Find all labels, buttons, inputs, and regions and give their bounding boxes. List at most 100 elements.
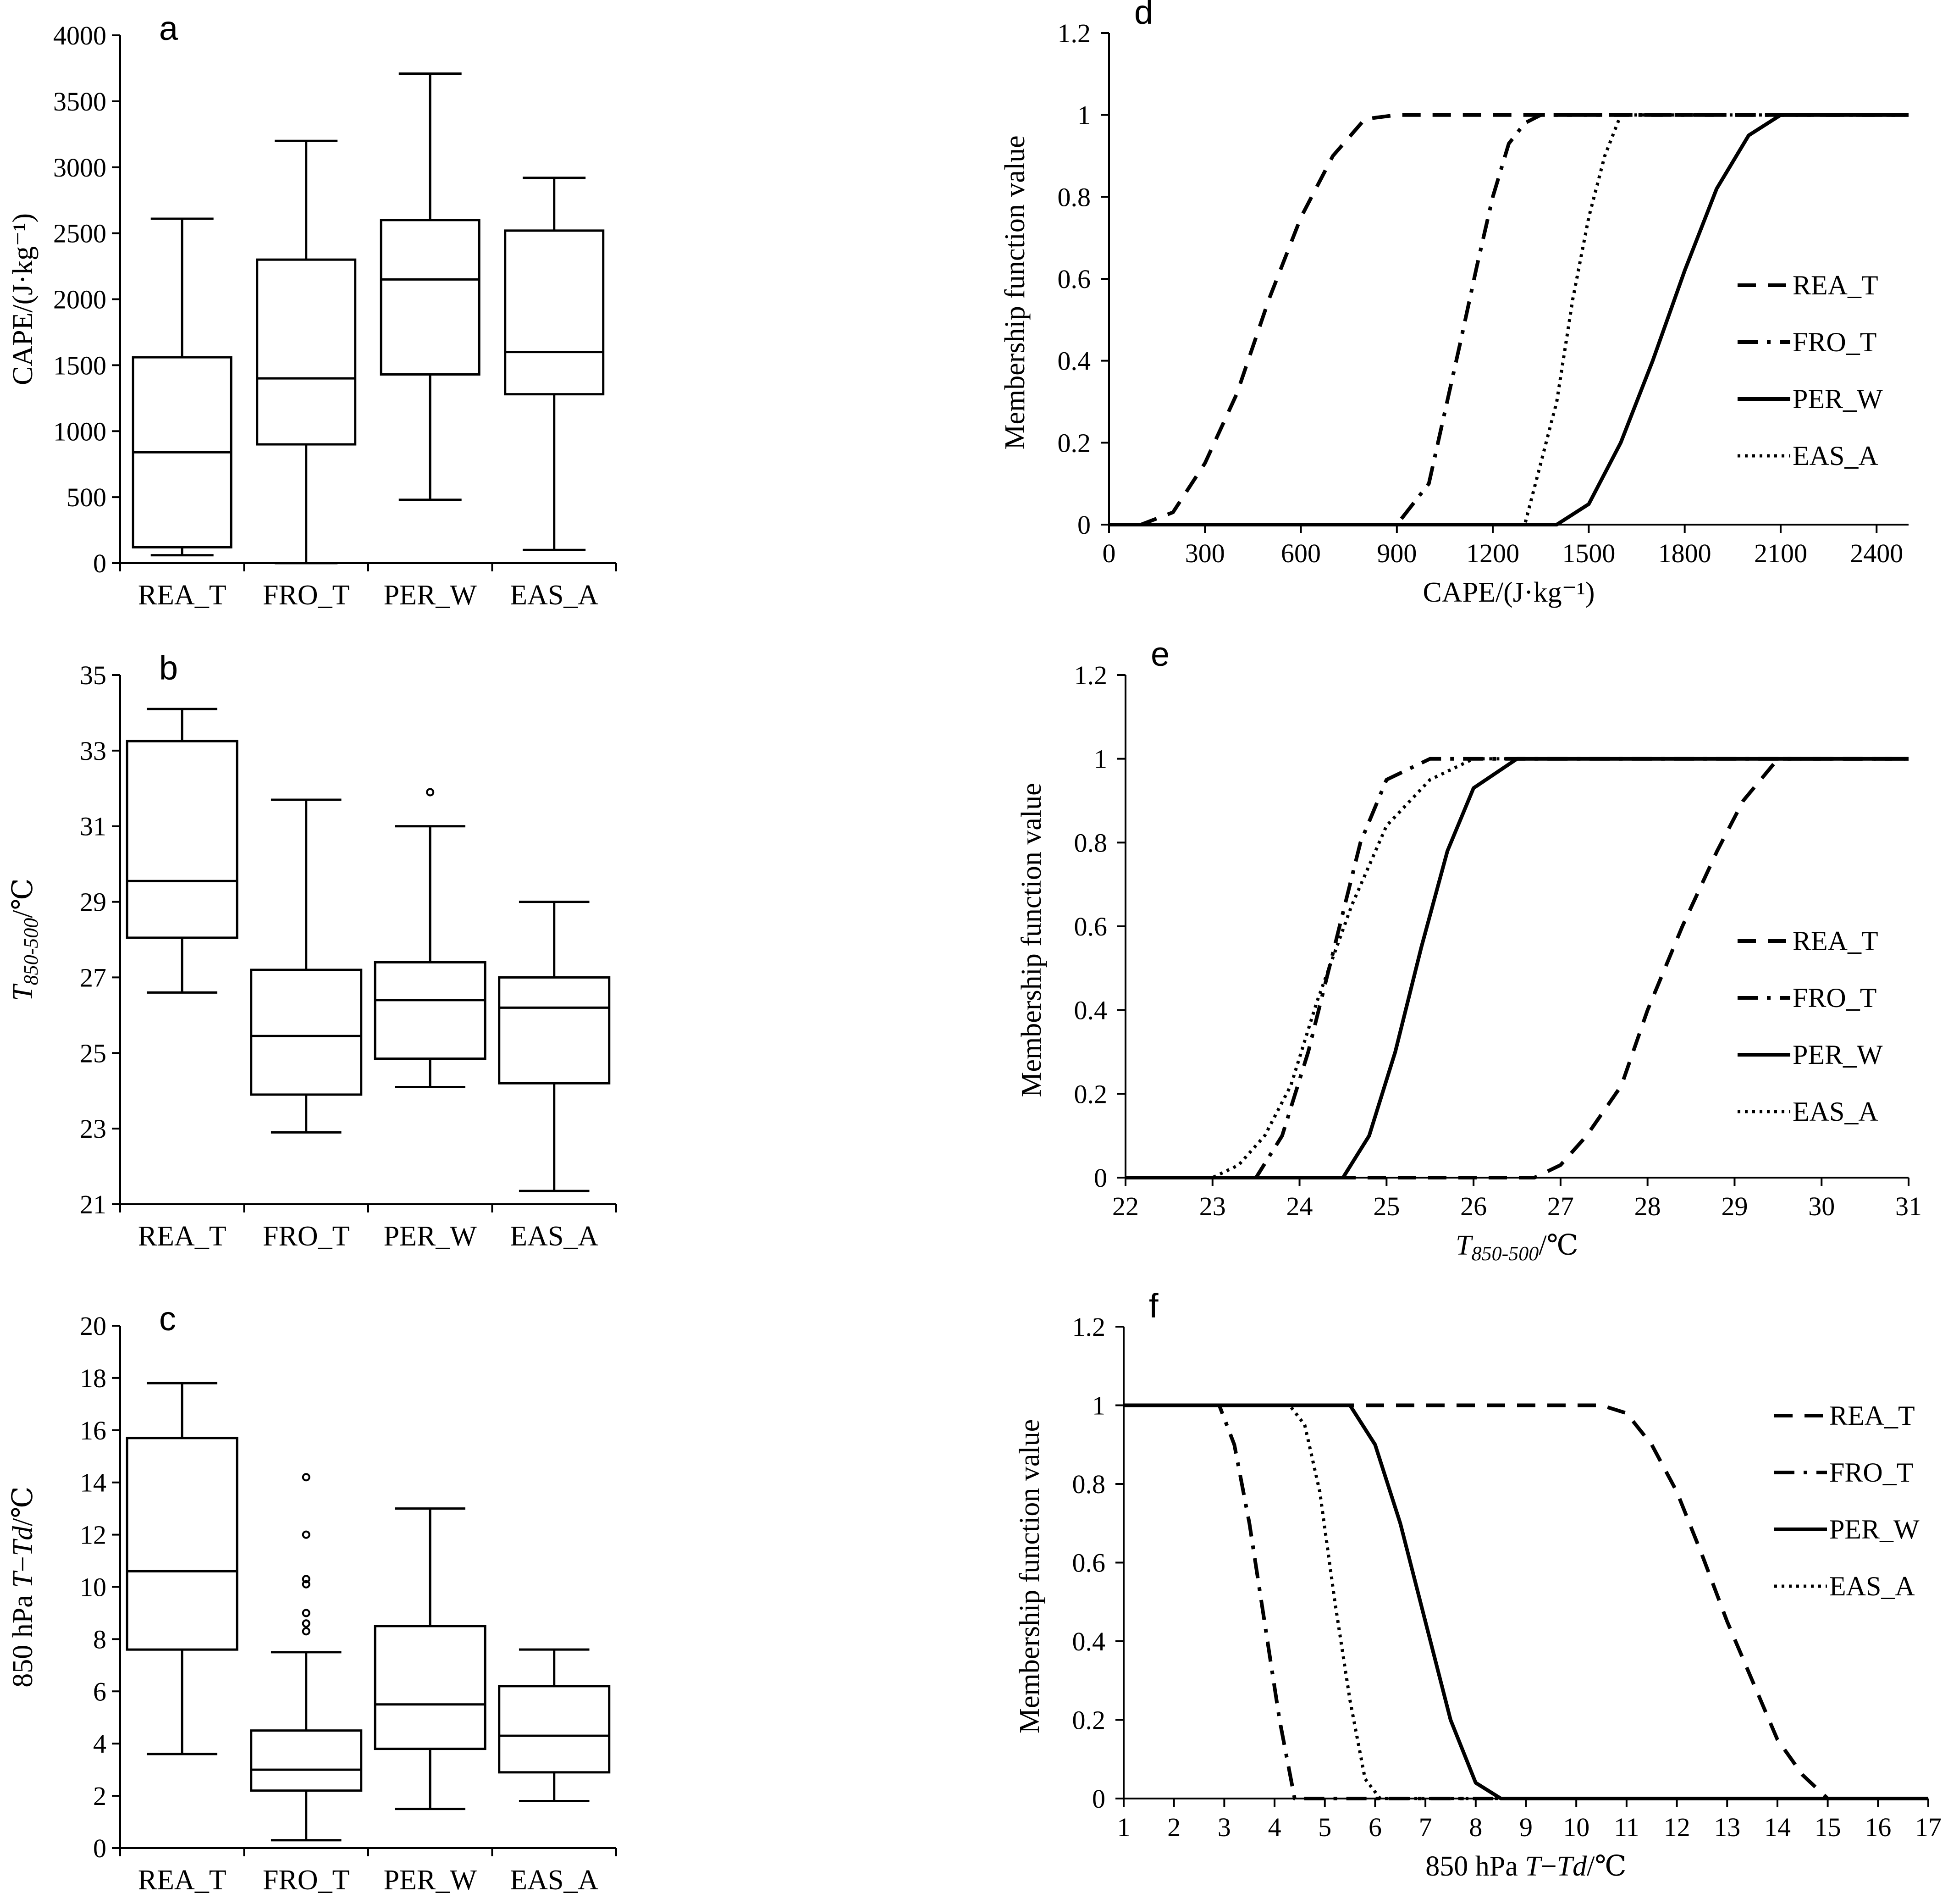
y-tick-label: 23	[80, 1114, 106, 1144]
x-axis-title-unit: /℃	[1587, 1851, 1627, 1882]
outlier-point	[302, 1473, 310, 1482]
y-tick-label: 18	[80, 1363, 106, 1393]
box-FRO_T	[256, 139, 357, 565]
x-tick-label: 30	[1808, 1191, 1835, 1221]
box-iqr	[374, 1625, 486, 1750]
x-axis-title-prefix: 850 hPa	[1425, 1851, 1525, 1882]
box-iqr	[126, 740, 238, 939]
x-axis-title: T850-500/℃	[1456, 1230, 1578, 1265]
y-tick-label: 0.4	[1074, 996, 1108, 1025]
y-tick-label: 0	[93, 1833, 106, 1863]
x-tick-label: 1200	[1466, 538, 1519, 568]
y-tick-label: 1	[1094, 744, 1107, 774]
legend-label: REA_T	[1829, 1400, 1915, 1431]
y-axis-title: CAPE/(J·kg⁻¹)	[7, 213, 39, 385]
y-tick-label: 2	[93, 1781, 106, 1811]
box-FRO_T	[250, 798, 363, 1134]
category-label: EAS_A	[510, 580, 598, 611]
category-label: PER_W	[384, 1221, 477, 1252]
y-tick-label: 0.2	[1072, 1705, 1106, 1735]
category-label: REA_T	[138, 1865, 226, 1896]
legend-label: FRO_T	[1793, 983, 1876, 1013]
y-tick-label: 1.2	[1058, 18, 1091, 48]
category-label: FRO_T	[263, 1865, 349, 1896]
category-label: REA_T	[138, 580, 226, 611]
x-tick-label: 2400	[1850, 538, 1903, 568]
x-tick-label: 31	[1895, 1191, 1922, 1221]
x-axis-title-td: Td	[1557, 1851, 1587, 1882]
y-tick-label: 29	[80, 887, 106, 917]
y-tick-label: 0	[1094, 1163, 1107, 1193]
y-axis-title-unit: /℃	[7, 878, 39, 918]
panel-d: 0 0.2 0.4 0.6 0.8 1 1.2 0 300 600 900 1200 1500 1800 2…	[999, 0, 1909, 608]
x-tick-label: 600	[1281, 538, 1321, 568]
category-label: PER_W	[384, 1865, 477, 1896]
y-tick-label: 1.2	[1072, 1312, 1106, 1342]
y-tick-label: 35	[80, 660, 106, 690]
y-tick-label: 4000	[53, 21, 106, 50]
box-PER_W	[374, 788, 486, 1088]
legend-label: EAS_A	[1793, 1096, 1878, 1127]
x-tick-label: 16	[1865, 1812, 1891, 1842]
x-tick-label: 4	[1268, 1812, 1281, 1842]
x-tick-label: 1500	[1562, 538, 1615, 568]
x-tick-label: 10	[1563, 1812, 1589, 1842]
y-axis-title: T850-500/℃	[7, 878, 42, 1001]
y-tick-label: 0.8	[1072, 1469, 1106, 1499]
x-axis-title: CAPE/(J·kg⁻¹)	[1423, 577, 1595, 608]
box-EAS_A	[504, 177, 605, 551]
box-REA_T	[126, 1382, 238, 1755]
x-tick-label: 28	[1634, 1191, 1661, 1221]
legend-label: PER_W	[1793, 384, 1883, 414]
x-tick-label: 23	[1199, 1191, 1226, 1221]
x-tick-label: 22	[1112, 1191, 1139, 1221]
legend-label: FRO_T	[1829, 1457, 1913, 1488]
y-tick-label: 21	[80, 1190, 106, 1219]
legend-label: PER_W	[1829, 1514, 1920, 1544]
y-axis-title-text: CAPE/(J·kg⁻¹)	[7, 213, 39, 385]
panel-e: 0 0.2 0.4 0.6 0.8 1 1.2 22 23 24 25 26 27 28 29 30 31 REA…	[1016, 635, 1922, 1265]
box-iqr	[256, 258, 357, 446]
series-line-REA_T	[1126, 757, 1909, 1179]
y-tick-label: 0.6	[1058, 264, 1091, 294]
box-REA_T	[132, 217, 232, 557]
panel-label: c	[159, 1300, 176, 1338]
x-axis-title-text: CAPE/(J·kg⁻¹)	[1423, 577, 1595, 608]
x-tick-label: 24	[1286, 1191, 1313, 1221]
panel-label: b	[159, 649, 178, 687]
legend-label: PER_W	[1793, 1040, 1883, 1070]
x-axis-title-subscript: 850-500	[1472, 1242, 1539, 1265]
outlier-point	[302, 1609, 310, 1617]
y-axis-title: Membership function value	[999, 135, 1031, 449]
category-label: REA_T	[138, 1221, 226, 1252]
y-tick-label: 500	[66, 482, 106, 512]
outlier-point	[302, 1530, 310, 1539]
x-tick-label: 2100	[1754, 538, 1807, 568]
x-tick-label: 900	[1377, 538, 1417, 568]
panel-a: 0 500 1000 1500 2000 2500 3000 3500 4000 REA_T FRO…	[7, 9, 617, 611]
series-line-PER_W	[1109, 113, 1909, 526]
y-tick-label: 1500	[53, 350, 106, 380]
box-PER_W	[380, 72, 480, 501]
outlier-point	[426, 788, 435, 797]
box-iqr	[126, 1437, 238, 1651]
x-tick-label: 14	[1764, 1812, 1791, 1842]
y-axis-title: Membership function value	[1014, 1419, 1045, 1733]
x-axis-title-dash: −	[1541, 1851, 1557, 1882]
y-axis-title-dash: −	[7, 1556, 39, 1572]
x-tick-label: 26	[1460, 1191, 1487, 1221]
category-label: EAS_A	[510, 1221, 598, 1252]
y-tick-label: 0.4	[1072, 1627, 1106, 1656]
y-tick-label: 27	[80, 963, 106, 992]
legend-label: EAS_A	[1829, 1571, 1915, 1601]
outlier-point	[302, 1575, 310, 1583]
panel-f: 00.20.40.60.811.21 2 3 4 5 6 7 8 9 10 11 12 13 14 15 16…	[1014, 1287, 1942, 1882]
outlier-point	[302, 1627, 310, 1636]
y-tick-label: 6	[93, 1677, 106, 1706]
x-tick-label: 1800	[1658, 538, 1711, 568]
y-tick-label: 0.4	[1058, 346, 1091, 376]
y-tick-label: 0	[1092, 1784, 1105, 1814]
box-iqr	[498, 1685, 611, 1774]
category-label: EAS_A	[510, 1865, 598, 1896]
